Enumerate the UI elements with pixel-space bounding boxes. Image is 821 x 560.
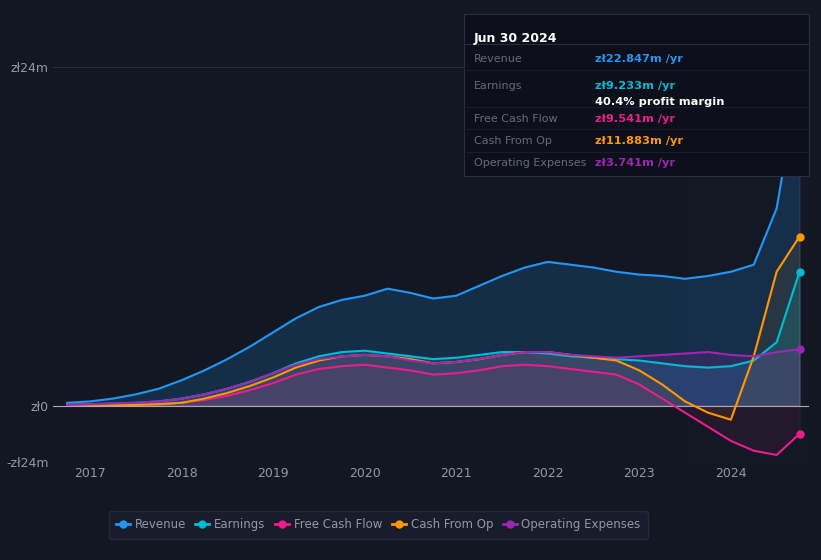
Text: Operating Expenses: Operating Expenses <box>474 158 586 169</box>
Text: Revenue: Revenue <box>474 54 522 64</box>
Text: Cash From Op: Cash From Op <box>474 136 552 146</box>
Text: zł9.233m /yr: zł9.233m /yr <box>595 81 676 91</box>
Text: 40.4% profit margin: 40.4% profit margin <box>595 97 725 107</box>
Text: zł11.883m /yr: zł11.883m /yr <box>595 136 683 146</box>
Text: Free Cash Flow: Free Cash Flow <box>474 114 557 124</box>
Legend: Revenue, Earnings, Free Cash Flow, Cash From Op, Operating Expenses: Revenue, Earnings, Free Cash Flow, Cash … <box>108 511 648 539</box>
Text: Jun 30 2024: Jun 30 2024 <box>474 32 557 45</box>
Text: zł9.541m /yr: zł9.541m /yr <box>595 114 676 124</box>
Text: zł22.847m /yr: zł22.847m /yr <box>595 54 683 64</box>
Bar <box>685 39 809 462</box>
Text: zł3.741m /yr: zł3.741m /yr <box>595 158 676 169</box>
Text: Earnings: Earnings <box>474 81 522 91</box>
